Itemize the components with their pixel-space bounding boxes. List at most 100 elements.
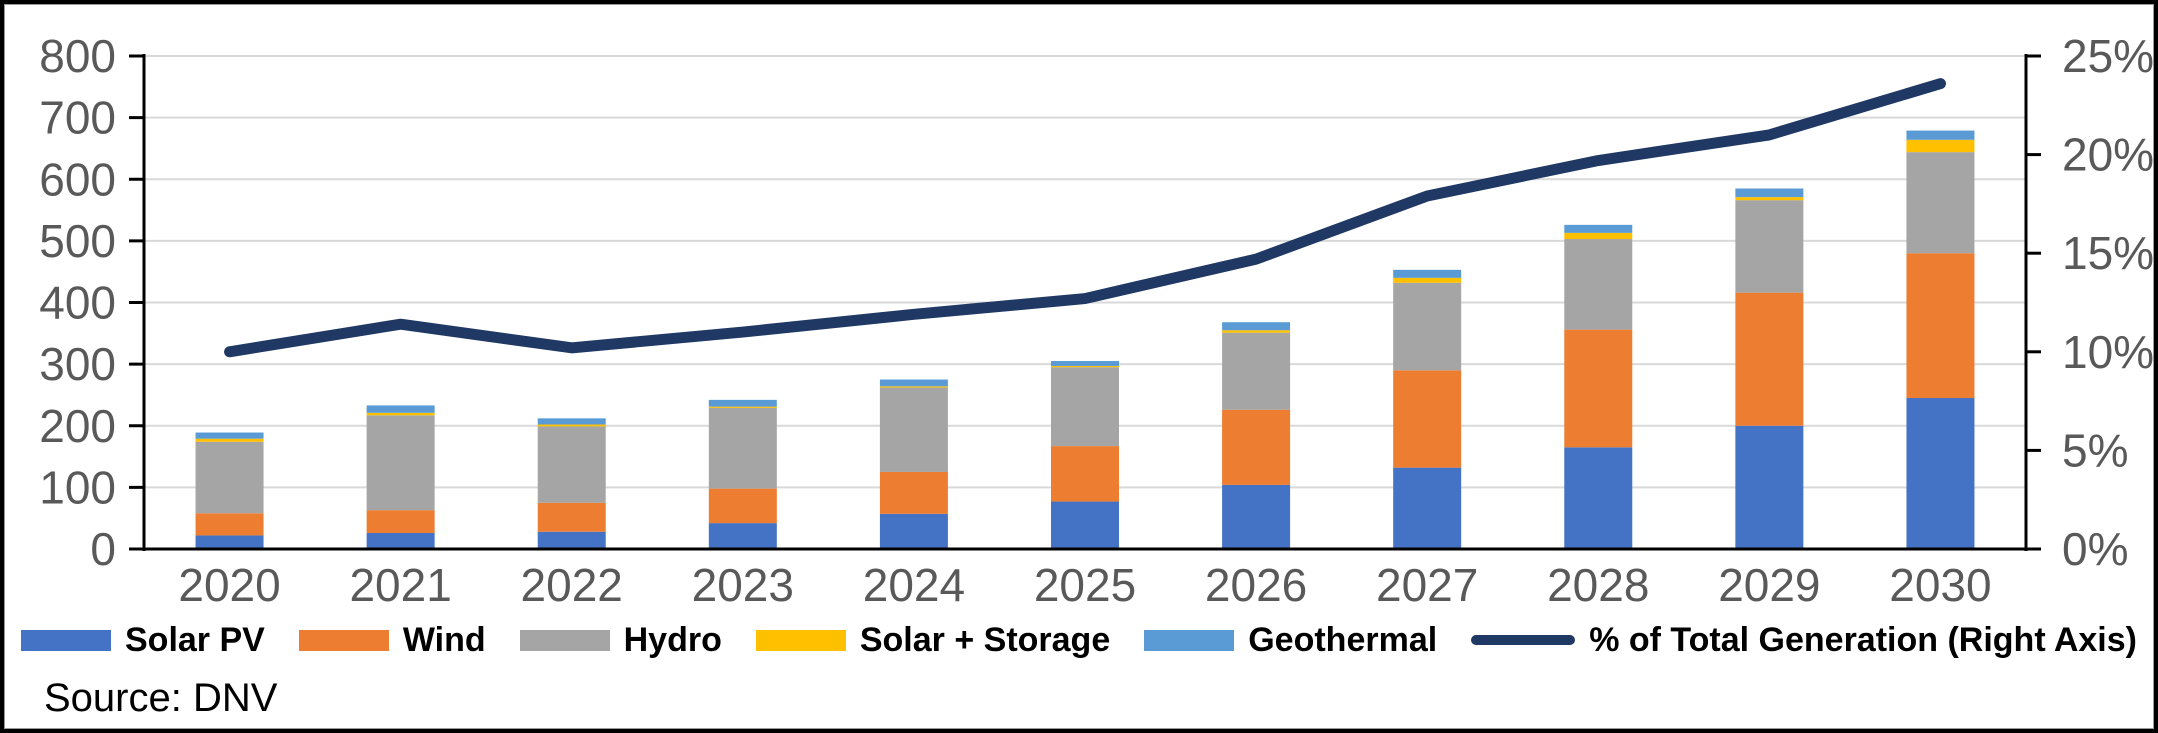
bar-segment-solar-pv [1564,447,1633,549]
bar-segment-geothermal [195,432,264,439]
bar-segment-geothermal [537,418,606,425]
bar-segment-hydro [366,415,435,511]
bar-segment-hydro [1393,282,1462,371]
bar-segment-hydro [879,387,948,472]
bar-segment-solar-pv [195,535,264,549]
bar-segment-solar-storage [1051,365,1119,368]
x-axis-label: 2025 [1034,559,1136,611]
bar-segment-wind [195,513,264,536]
combo-chart: 0 100 200 300 400 500 600 700 800 0% 5% 10% 15% 20% 25… [39,30,2154,611]
legend-swatch-icon [1144,629,1235,651]
right-axis-label: 5% [2062,424,2128,476]
x-axis-label: 2029 [1718,559,1820,611]
legend-swatch-icon [755,629,846,651]
x-axis-label: 2024 [863,559,965,611]
bar-segment-hydro [1735,200,1804,293]
legend-item-hydro: Hydro [519,620,722,660]
bar-segment-solar-pv [879,513,948,549]
left-axis-label: 200 [39,400,116,452]
x-axis-label: 2020 [178,559,280,611]
bar-segment-wind [1051,446,1119,502]
bar-segment-geothermal [1393,269,1462,278]
legend-label: Wind [402,620,486,659]
right-axis-label: 0% [2062,523,2128,575]
bar-segment-hydro [1051,367,1119,447]
legend-label: % of Total Generation (Right Axis) [1589,620,2137,659]
right-axis-label: 25% [2062,30,2154,82]
left-axis-label: 600 [39,153,116,205]
legend-label: Solar + Storage [859,620,1111,659]
left-axis-label: 700 [39,92,116,144]
bar-segment-solar-pv [708,523,777,549]
bar-segment-wind [1564,329,1633,448]
bar-segment-solar-storage [708,406,777,408]
bar-segment-solar-storage [537,424,606,427]
x-axis-label: 2022 [521,559,623,611]
legend-item-solar-storage: Solar + Storage [755,620,1111,660]
bar-segment-solar-pv [1906,398,1975,549]
pct-total-generation-line [224,78,1946,358]
bar-segment-solar-storage [879,386,948,388]
bar-segment-geothermal [708,399,777,407]
left-axis-label: 0 [90,523,116,575]
right-axis-label: 20% [2062,129,2154,181]
bar-segment-solar-storage [1564,232,1633,240]
left-axis-label: 400 [39,277,116,329]
bar-segment-wind [879,471,948,514]
bar-segment-hydro [1906,152,1975,254]
bar-segment-wind [1906,253,1975,399]
bar-segment-wind [1393,370,1462,468]
left-axis-label: 300 [39,338,116,390]
bar-segment-solar-pv [1735,425,1804,549]
x-axis-label: 2021 [349,559,451,611]
legend-label: Geothermal [1248,620,1438,659]
left-axis-label: 100 [39,461,116,513]
bar-segment-hydro [537,426,606,503]
bar-segment-solar-storage [1222,330,1291,333]
right-axis-label: 10% [2062,326,2154,378]
bar-segment-hydro [195,441,264,514]
bar-segment-wind [1735,292,1804,426]
bar-segment-geothermal [1906,130,1975,140]
legend: Solar PV Wind Hydro Solar + Storage Geotherm… [4,616,2154,664]
bar-segment-solar-pv [366,532,435,549]
x-axis-label: 2023 [692,559,794,611]
bar-segment-geothermal [1051,361,1119,366]
bar-segment-solar-storage [366,412,435,416]
bar-segment-solar-pv [537,531,606,549]
right-axis-label: 15% [2062,227,2154,279]
bar-segment-solar-storage [195,438,264,442]
bar-segment-geothermal [879,379,948,387]
bar-segment-geothermal [1222,322,1291,331]
bar-segment-solar-pv [1393,467,1462,549]
bar-segment-hydro [1222,332,1291,410]
legend-line-swatch-icon [1471,635,1576,645]
bar-segment-wind [537,502,606,532]
x-axis-label: 2027 [1376,559,1478,611]
bar-segment-geothermal [1735,188,1804,198]
legend-label: Hydro [623,620,722,659]
x-axis-label: 2028 [1547,559,1649,611]
source-note: Source: DNV [44,676,278,720]
left-axis-label: 500 [39,215,116,267]
bar-segment-geothermal [1564,224,1633,233]
bar-segment-solar-storage [1393,277,1462,283]
bar-segment-solar-storage [1906,139,1975,153]
legend-swatch-icon [21,629,111,651]
x-axis-label: 2026 [1205,559,1307,611]
legend-item-pct-total-generation: % of Total Generation (Right Axis) [1471,621,2137,660]
bar-segment-hydro [1564,239,1633,330]
bar-segment-wind [1222,409,1291,485]
bar-segment-solar-pv [1222,484,1291,549]
bar-segment-solar-storage [1735,197,1804,201]
legend-label: Solar PV [125,620,265,659]
legend-item-wind: Wind [298,620,486,660]
legend-item-solar-pv: Solar PV [21,621,265,660]
left-axis-label: 800 [39,30,116,82]
bar-segment-hydro [708,407,777,489]
legend-swatch-icon [519,629,610,651]
bar-segment-wind [708,488,777,524]
legend-item-geothermal: Geothermal [1144,621,1437,660]
bar-segment-solar-pv [1051,501,1119,549]
